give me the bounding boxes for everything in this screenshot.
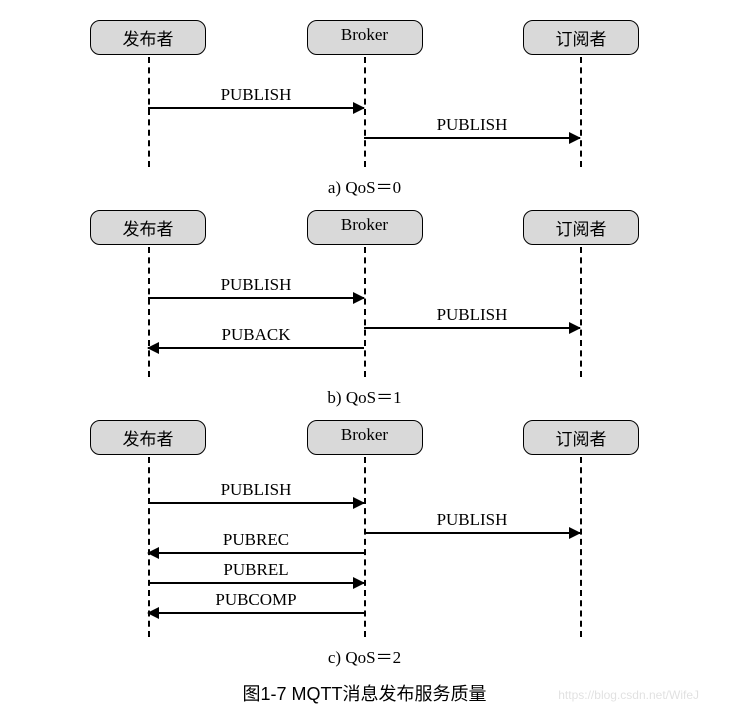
lifelines: PUBLISH PUBLISH PUBREC PUBREL PUBCOMP (20, 457, 709, 637)
message-publish: PUBLISH (364, 532, 580, 556)
message-arrow (364, 327, 580, 329)
sub-caption-qos1: b) QoS＝1 (20, 383, 709, 408)
message-arrow (364, 532, 580, 534)
message-publish: PUBLISH (148, 107, 364, 131)
message-publish: PUBLISH (364, 327, 580, 351)
actor-subscriber: 订阅者 (523, 210, 639, 245)
actor-broker: Broker (307, 210, 423, 245)
actor-broker: Broker (307, 420, 423, 455)
message-arrow (148, 347, 364, 349)
lifeline-subscriber (580, 457, 582, 637)
message-label: PUBLISH (364, 510, 580, 530)
message-label: PUBCOMP (148, 590, 364, 610)
actors-row: 发布者 Broker 订阅者 (20, 20, 709, 55)
message-label: PUBLISH (364, 115, 580, 135)
message-arrow (148, 582, 364, 584)
actors-row: 发布者 Broker 订阅者 (20, 210, 709, 245)
message-pubcomp: PUBCOMP (148, 612, 364, 636)
message-arrow (148, 107, 364, 109)
message-label: PUBACK (148, 325, 364, 345)
message-label: PUBREL (148, 560, 364, 580)
section-qos2: 发布者 Broker 订阅者 PUBLISH PUBLISH PUBREC PU… (20, 420, 709, 668)
actor-subscriber: 订阅者 (523, 420, 639, 455)
message-arrow (148, 502, 364, 504)
message-publish: PUBLISH (148, 502, 364, 526)
lifelines: PUBLISH PUBLISH PUBACK (20, 247, 709, 377)
section-qos1: 发布者 Broker 订阅者 PUBLISH PUBLISH PUBACK b)… (20, 210, 709, 408)
actors-row: 发布者 Broker 订阅者 (20, 420, 709, 455)
message-label: PUBLISH (148, 275, 364, 295)
actor-publisher: 发布者 (90, 20, 206, 55)
message-label: PUBREC (148, 530, 364, 550)
mqtt-qos-diagram: 发布者 Broker 订阅者 PUBLISH PUBLISH a) QoS＝0 … (20, 20, 709, 706)
message-arrow (148, 552, 364, 554)
message-label: PUBLISH (148, 480, 364, 500)
actor-broker: Broker (307, 20, 423, 55)
actor-publisher: 发布者 (90, 420, 206, 455)
lifelines: PUBLISH PUBLISH (20, 57, 709, 167)
lifeline-subscriber (580, 57, 582, 167)
actor-publisher: 发布者 (90, 210, 206, 245)
message-publish: PUBLISH (364, 137, 580, 161)
message-label: PUBLISH (364, 305, 580, 325)
message-publish: PUBLISH (148, 297, 364, 321)
watermark: https://blog.csdn.net/WifeJ (558, 688, 699, 702)
section-qos0: 发布者 Broker 订阅者 PUBLISH PUBLISH a) QoS＝0 (20, 20, 709, 198)
message-arrow (148, 612, 364, 614)
message-label: PUBLISH (148, 85, 364, 105)
lifeline-subscriber (580, 247, 582, 377)
sub-caption-qos2: c) QoS＝2 (20, 643, 709, 668)
message-puback: PUBACK (148, 347, 364, 371)
sub-caption-qos0: a) QoS＝0 (20, 173, 709, 198)
message-arrow (148, 297, 364, 299)
actor-subscriber: 订阅者 (523, 20, 639, 55)
message-arrow (364, 137, 580, 139)
